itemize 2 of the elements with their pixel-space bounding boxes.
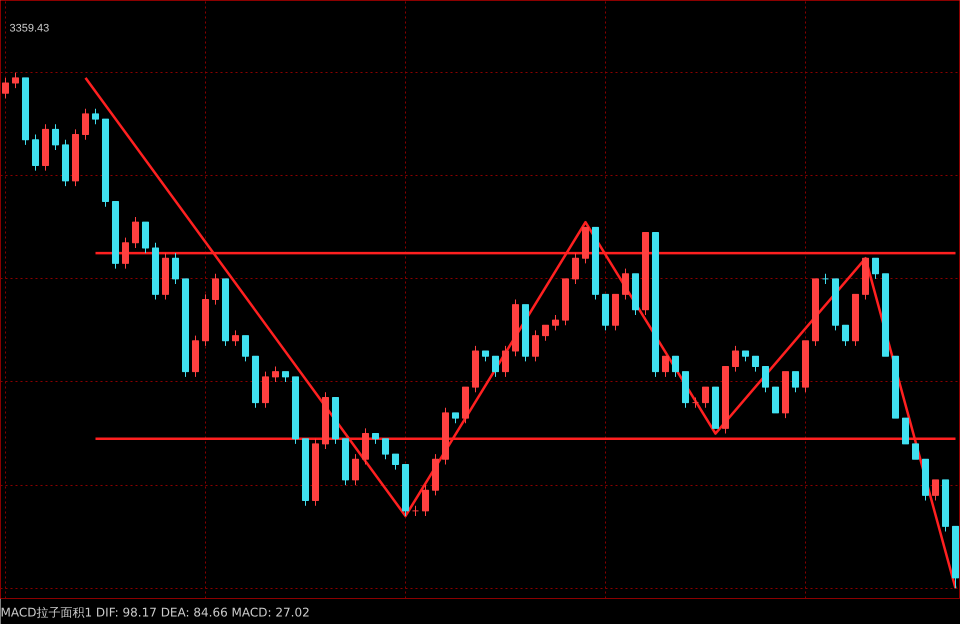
text: 3359.43 [10, 22, 50, 34]
text: MACD拉子面积1 DIF: 98.17 DEA: 84.66 MACD: 27.02 [0, 606, 310, 620]
